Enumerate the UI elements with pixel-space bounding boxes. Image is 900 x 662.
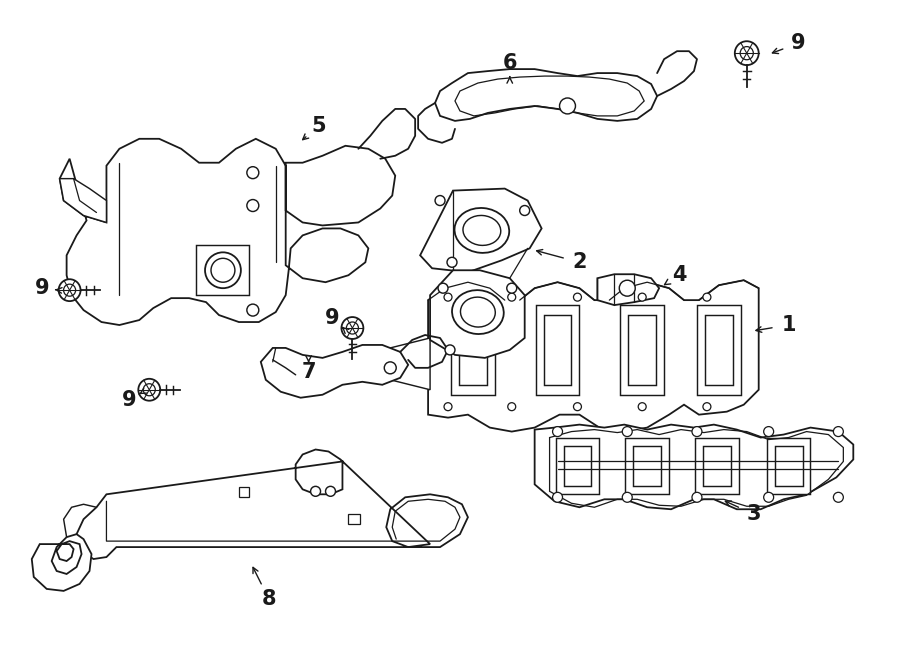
- Circle shape: [703, 293, 711, 301]
- Text: 9: 9: [791, 33, 806, 53]
- Polygon shape: [348, 514, 360, 524]
- Text: 8: 8: [262, 589, 276, 609]
- Polygon shape: [697, 305, 741, 395]
- Circle shape: [734, 41, 759, 65]
- Circle shape: [444, 402, 452, 410]
- Circle shape: [619, 280, 635, 296]
- Polygon shape: [536, 305, 580, 395]
- Polygon shape: [430, 270, 525, 358]
- Circle shape: [833, 426, 843, 436]
- Circle shape: [143, 384, 156, 396]
- Circle shape: [622, 493, 632, 502]
- Polygon shape: [535, 424, 853, 509]
- Text: 7: 7: [302, 362, 316, 382]
- Circle shape: [438, 283, 448, 293]
- Polygon shape: [76, 449, 468, 559]
- Polygon shape: [420, 189, 542, 272]
- Circle shape: [346, 322, 358, 334]
- Polygon shape: [435, 69, 657, 121]
- Circle shape: [139, 379, 160, 401]
- Circle shape: [764, 426, 774, 436]
- Circle shape: [638, 293, 646, 301]
- Circle shape: [444, 293, 452, 301]
- Circle shape: [519, 205, 530, 216]
- Ellipse shape: [461, 297, 495, 327]
- Circle shape: [326, 487, 336, 496]
- Polygon shape: [634, 446, 661, 487]
- Polygon shape: [238, 487, 248, 497]
- Circle shape: [560, 98, 575, 114]
- Text: 1: 1: [781, 315, 796, 335]
- Text: 4: 4: [671, 265, 687, 285]
- Polygon shape: [775, 446, 803, 487]
- Polygon shape: [626, 438, 669, 495]
- Circle shape: [833, 493, 843, 502]
- Ellipse shape: [454, 208, 509, 253]
- Ellipse shape: [463, 215, 500, 246]
- Polygon shape: [563, 446, 591, 487]
- Circle shape: [211, 258, 235, 282]
- Polygon shape: [459, 315, 487, 385]
- Circle shape: [508, 293, 516, 301]
- Polygon shape: [598, 274, 659, 305]
- Circle shape: [58, 279, 81, 301]
- Text: 9: 9: [34, 278, 49, 298]
- Circle shape: [247, 199, 259, 211]
- Circle shape: [703, 402, 711, 410]
- Text: 6: 6: [502, 53, 517, 73]
- Polygon shape: [32, 534, 92, 591]
- Polygon shape: [767, 438, 811, 495]
- Polygon shape: [451, 305, 495, 395]
- Circle shape: [341, 317, 364, 339]
- Polygon shape: [628, 315, 656, 385]
- Polygon shape: [391, 338, 430, 390]
- Polygon shape: [620, 305, 664, 395]
- Circle shape: [692, 493, 702, 502]
- Circle shape: [573, 293, 581, 301]
- Circle shape: [435, 195, 445, 205]
- Circle shape: [447, 258, 457, 267]
- Circle shape: [764, 493, 774, 502]
- Circle shape: [310, 487, 320, 496]
- Circle shape: [553, 426, 562, 436]
- Polygon shape: [261, 345, 409, 398]
- Circle shape: [638, 402, 646, 410]
- Text: 2: 2: [572, 252, 587, 272]
- Polygon shape: [705, 315, 733, 385]
- Polygon shape: [59, 179, 106, 222]
- Polygon shape: [703, 446, 731, 487]
- Circle shape: [247, 167, 259, 179]
- Circle shape: [247, 304, 259, 316]
- Polygon shape: [544, 315, 572, 385]
- Circle shape: [64, 284, 76, 296]
- Text: 5: 5: [311, 116, 326, 136]
- Circle shape: [508, 402, 516, 410]
- Circle shape: [205, 252, 241, 288]
- Polygon shape: [59, 139, 395, 325]
- Circle shape: [507, 283, 517, 293]
- Text: 9: 9: [325, 308, 340, 328]
- Circle shape: [692, 426, 702, 436]
- Circle shape: [553, 493, 562, 502]
- Polygon shape: [196, 246, 248, 295]
- Ellipse shape: [452, 290, 504, 334]
- Circle shape: [384, 362, 396, 374]
- Polygon shape: [695, 438, 739, 495]
- Circle shape: [573, 402, 581, 410]
- Polygon shape: [428, 280, 759, 432]
- Circle shape: [740, 46, 753, 60]
- Circle shape: [622, 426, 632, 436]
- Text: 9: 9: [122, 390, 137, 410]
- Circle shape: [445, 345, 455, 355]
- Polygon shape: [555, 438, 599, 495]
- Text: 3: 3: [746, 504, 761, 524]
